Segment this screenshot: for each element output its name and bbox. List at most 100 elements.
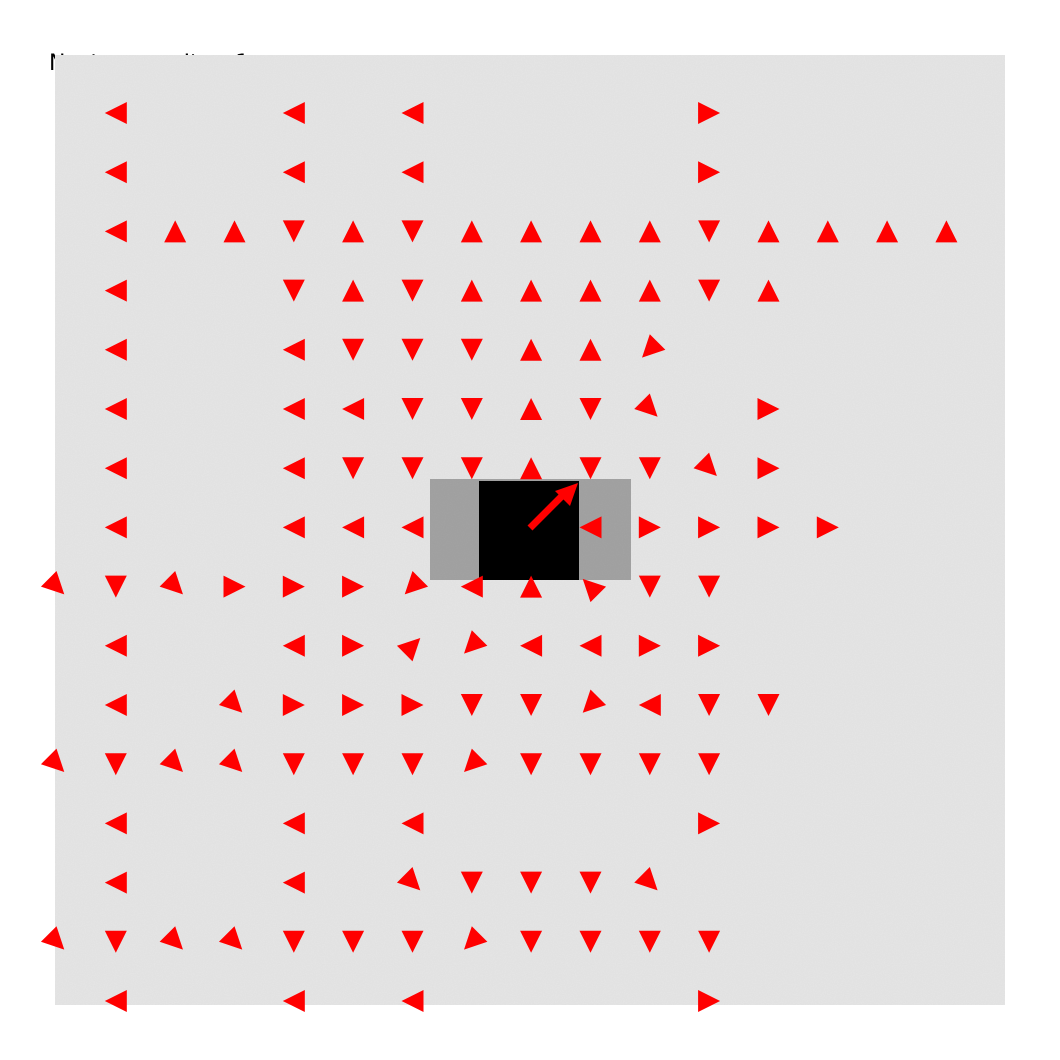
triangle-marker-icon xyxy=(698,161,721,184)
triangle-marker-icon xyxy=(342,398,365,420)
triangle-marker-icon xyxy=(698,634,721,657)
triangle-marker-icon xyxy=(634,867,658,891)
triangle-marker-icon xyxy=(935,220,958,243)
triangle-marker-icon xyxy=(757,398,780,420)
triangle-marker-icon xyxy=(460,575,483,598)
triangle-marker-icon xyxy=(282,220,305,243)
triangle-marker-icon xyxy=(816,220,839,243)
triangle-marker-icon xyxy=(698,990,721,1012)
triangle-marker-icon xyxy=(104,812,127,835)
triangle-marker-icon xyxy=(104,398,127,420)
triangle-marker-icon xyxy=(638,220,661,243)
triangle-marker-icon xyxy=(579,220,602,243)
triangle-marker-icon xyxy=(282,871,305,894)
triangle-marker-icon xyxy=(520,398,543,420)
triangle-marker-icon xyxy=(282,634,305,657)
triangle-marker-icon xyxy=(401,161,424,184)
triangle-marker-icon xyxy=(460,457,483,480)
triangle-marker-icon xyxy=(520,220,543,243)
triangle-marker-icon xyxy=(638,457,661,480)
triangle-marker-icon xyxy=(460,694,483,716)
triangle-marker-icon xyxy=(757,279,780,302)
triangle-marker-icon xyxy=(282,102,305,124)
triangle-marker-icon xyxy=(582,689,607,713)
triangle-marker-icon xyxy=(520,634,543,657)
triangle-marker-icon xyxy=(579,753,602,776)
triangle-marker-icon xyxy=(401,930,424,953)
triangle-marker-icon xyxy=(698,516,721,539)
triangle-marker-icon xyxy=(638,753,661,776)
triangle-marker-icon xyxy=(698,930,721,953)
triangle-marker-icon xyxy=(342,575,365,598)
triangle-marker-icon xyxy=(104,338,127,361)
triangle-marker-icon xyxy=(520,575,543,598)
triangle-marker-icon xyxy=(638,930,661,953)
triangle-marker-icon xyxy=(40,748,65,772)
triangle-marker-icon xyxy=(104,220,127,243)
triangle-marker-icon xyxy=(579,338,602,361)
triangle-marker-icon xyxy=(757,457,780,480)
triangle-marker-icon xyxy=(401,812,424,835)
triangle-marker-icon xyxy=(698,753,721,776)
triangle-marker-icon xyxy=(223,575,246,598)
triangle-marker-icon xyxy=(401,279,424,302)
triangle-marker-icon xyxy=(282,279,305,302)
triangle-marker-icon xyxy=(342,516,365,539)
triangle-marker-icon xyxy=(104,694,127,716)
triangle-marker-icon xyxy=(40,926,65,950)
triangle-marker-icon xyxy=(342,634,365,657)
triangle-marker-icon xyxy=(757,516,780,539)
triangle-marker-icon xyxy=(104,457,127,480)
triangle-marker-icon xyxy=(40,571,65,595)
triangle-marker-icon xyxy=(520,338,543,361)
triangle-marker-icon xyxy=(342,220,365,243)
triangle-marker-icon xyxy=(342,694,365,716)
triangle-marker-icon xyxy=(638,279,661,302)
triangle-marker-icon xyxy=(460,338,483,361)
triangle-marker-icon xyxy=(282,694,305,716)
triangle-marker-icon xyxy=(282,457,305,480)
triangle-marker-icon xyxy=(104,753,127,776)
triangle-marker-icon xyxy=(282,161,305,184)
triangle-marker-icon xyxy=(460,279,483,302)
triangle-marker-icon xyxy=(164,220,187,243)
triangle-marker-icon xyxy=(104,161,127,184)
triangle-marker-icon xyxy=(579,457,602,480)
triangle-marker-icon xyxy=(282,930,305,953)
triangle-marker-icon xyxy=(757,220,780,243)
triangle-marker-icon xyxy=(520,694,543,716)
triangle-marker-icon xyxy=(401,220,424,243)
triangle-marker-icon xyxy=(282,990,305,1012)
triangle-marker-icon xyxy=(104,871,127,894)
triangle-marker-icon xyxy=(582,578,607,603)
triangle-marker-icon xyxy=(520,753,543,776)
triangle-marker-icon xyxy=(282,338,305,361)
velocity-arrow-icon xyxy=(555,483,578,506)
triangle-marker-icon xyxy=(876,220,899,243)
triangle-marker-icon xyxy=(401,990,424,1012)
triangle-marker-icon xyxy=(520,279,543,302)
triangle-marker-icon xyxy=(638,575,661,598)
triangle-marker-icon xyxy=(104,990,127,1012)
triangle-marker-icon xyxy=(579,634,602,657)
triangle-marker-icon xyxy=(401,753,424,776)
triangle-marker-icon xyxy=(698,279,721,302)
triangle-marker-icon xyxy=(638,516,661,539)
triangle-marker-icon xyxy=(520,871,543,894)
triangle-marker-icon xyxy=(698,575,721,598)
velocity-arrow-shaft xyxy=(527,493,565,531)
triangle-marker-icon xyxy=(757,694,780,716)
triangle-marker-icon xyxy=(342,279,365,302)
triangle-marker-icon xyxy=(698,812,721,835)
center-arrow-layer xyxy=(527,483,578,531)
triangle-marker-icon xyxy=(104,516,127,539)
triangle-marker-icon xyxy=(638,694,661,716)
triangle-marker-icon xyxy=(401,338,424,361)
triangle-marker-icon xyxy=(282,753,305,776)
triangle-marker-icon xyxy=(460,871,483,894)
triangle-marker-icon xyxy=(342,753,365,776)
triangle-marker-icon xyxy=(282,812,305,835)
triangle-marker-icon xyxy=(282,398,305,420)
triangle-marker-icon xyxy=(579,516,602,539)
